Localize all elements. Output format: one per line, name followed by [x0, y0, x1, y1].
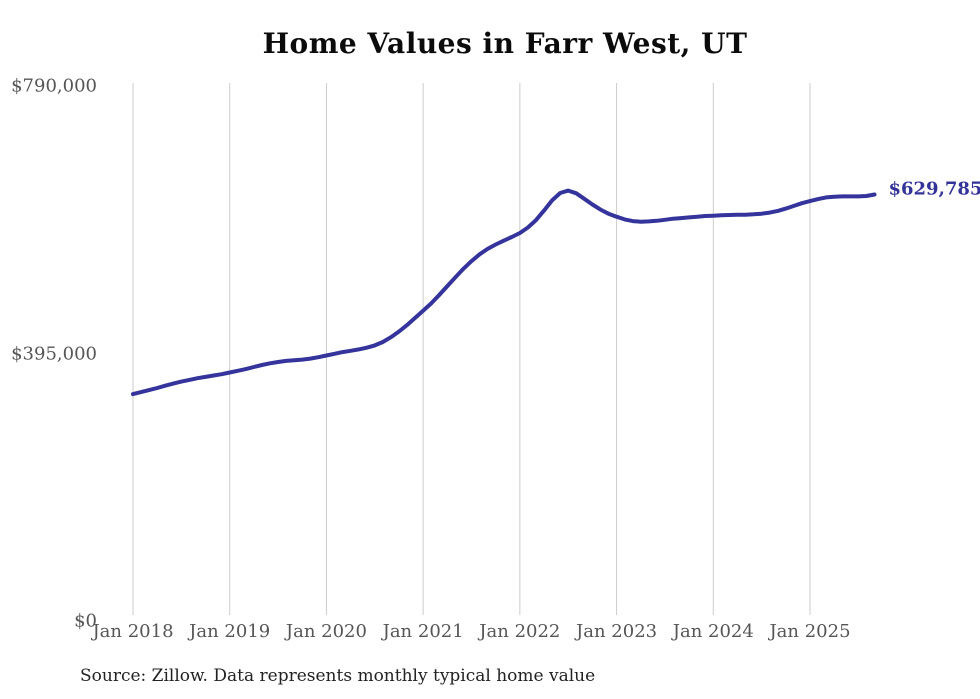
x-axis-tick-label: Jan 2023: [576, 621, 658, 642]
y-axis-tick-label: $0: [74, 610, 97, 632]
x-axis-tick-label: Jan 2022: [479, 621, 561, 642]
x-axis-tick-label: Jan 2024: [672, 621, 754, 642]
end-value-label: $629,785: [888, 178, 980, 199]
home-value-line: [131, 188, 877, 397]
chart-title: Home Values in Farr West, UT: [262, 27, 748, 60]
x-axis-tick-label: Jan 2025: [769, 621, 851, 642]
x-axis-tick-label: Jan 2020: [285, 621, 367, 642]
x-axis-tick-label: Jan 2021: [382, 621, 464, 642]
y-axis-tick-label: $790,000: [11, 75, 97, 97]
x-axis-tick-label: Jan 2018: [92, 621, 174, 642]
x-axis-tick-label: Jan 2019: [189, 621, 271, 642]
y-axis-tick-label: $395,000: [11, 343, 97, 364]
source-note: Source: Zillow. Data represents monthly …: [80, 666, 596, 686]
